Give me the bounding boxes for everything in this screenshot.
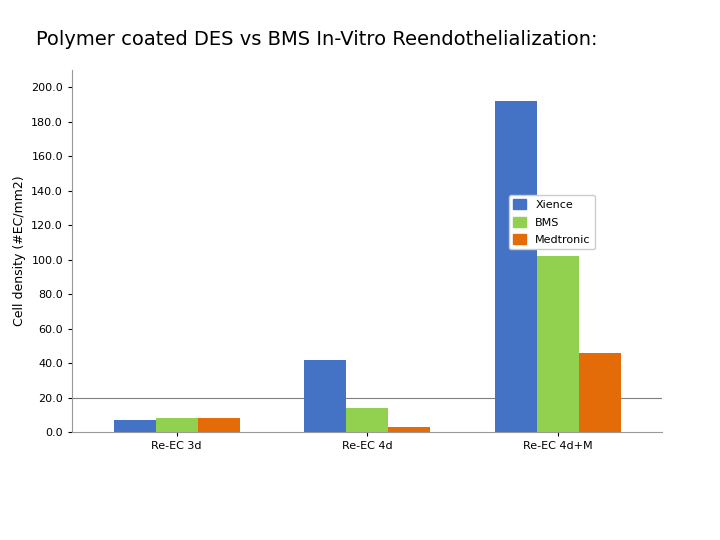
Text: Polymer coated DES vs BMS In-Vitro Reendothelialization:: Polymer coated DES vs BMS In-Vitro Reend… [36,30,598,49]
Text: Data generated in collaboration with Prof. Edelman's lab with Drs M Balcells, S : Data generated in collaboration with Pro… [112,469,693,479]
Bar [198,418,240,432]
Bar [156,418,198,432]
Bar [536,256,579,432]
Bar [346,408,388,432]
Bar [305,360,346,432]
Text: Chinn et al. J Biomed Mater Res.  1998;39:130-140: Chinn et al. J Biomed Mater Res. 1998;39… [112,531,341,540]
Y-axis label: Cell density (#EC/mm2): Cell density (#EC/mm2) [13,176,26,326]
Legend: Xience, BMS, Medtronic: Xience, BMS, Medtronic [508,195,595,249]
Text: CRT2011: CRT2011 [4,483,127,508]
Text: Also see Paton et al.  US Patent 5,356,668. 1994 ; Guidoin et al, ASAIO Journal : Also see Paton et al. US Patent 5,356,66… [112,503,562,511]
Bar [495,101,536,432]
Bar [388,427,430,432]
Bar [114,420,156,432]
Bar [579,353,621,432]
